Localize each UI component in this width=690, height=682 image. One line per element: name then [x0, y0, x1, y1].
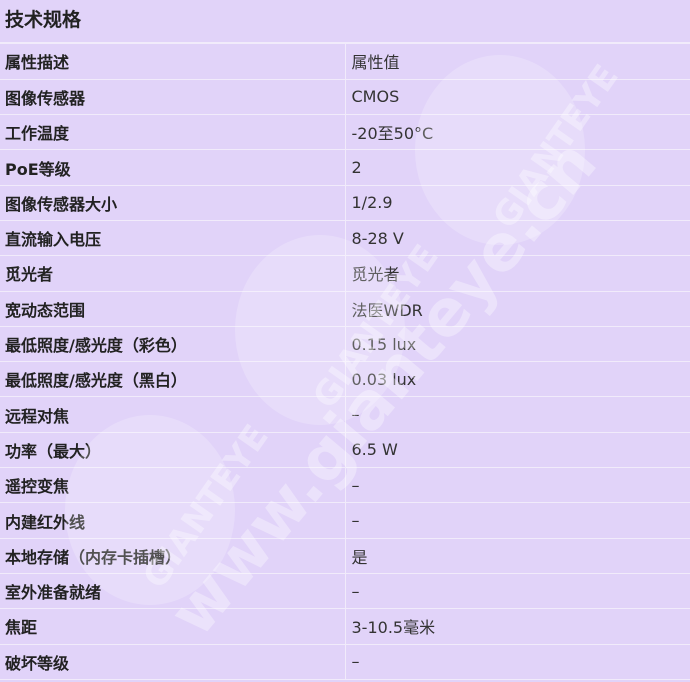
spec-label: 属性描述	[0, 44, 346, 80]
spec-value: 法医WDR	[345, 291, 690, 327]
spec-table: 属性描述 属性值 图像传感器 CMOS 工作温度 -20至50°C PoE等级 2 图像传感器大…	[0, 44, 690, 680]
spec-value: –	[345, 502, 690, 539]
spec-label: 功率（最大）	[0, 432, 346, 469]
spec-value: 6.5 W	[345, 432, 690, 469]
section-title: 技术规格	[0, 0, 690, 44]
table-row: PoE等级 2	[0, 149, 690, 186]
spec-value: 3-10.5毫米	[345, 608, 690, 645]
table-row: 属性描述 属性值	[0, 44, 690, 80]
spec-value: –	[345, 467, 690, 504]
spec-label: 焦距	[0, 608, 346, 645]
spec-value: 属性值	[345, 44, 690, 80]
spec-value: –	[345, 396, 690, 433]
spec-label: PoE等级	[0, 149, 346, 186]
table-row: 最低照度/感光度（黑白） 0.03 lux	[0, 361, 690, 398]
spec-label: 内建红外线	[0, 502, 346, 539]
spec-label: 直流输入电压	[0, 220, 346, 257]
spec-label: 宽动态范围	[0, 291, 346, 327]
spec-label: 远程对焦	[0, 396, 346, 433]
table-row: 宽动态范围 法医WDR	[0, 291, 690, 327]
table-row: 远程对焦 –	[0, 396, 690, 433]
table-row: 遥控变焦 –	[0, 467, 690, 504]
table-row: 本地存储（内存卡插槽）是	[0, 538, 690, 574]
table-row: 图像传感器 CMOS	[0, 79, 690, 116]
spec-value: 8-28 V	[345, 220, 690, 257]
spec-label: 图像传感器大小	[0, 185, 346, 221]
table-row: 焦距 3-10.5毫米	[0, 608, 690, 645]
spec-value: –	[345, 644, 690, 680]
spec-value: 0.15 lux	[345, 326, 690, 363]
table-row: 功率（最大） 6.5 W	[0, 432, 690, 469]
spec-value: 1/2.9	[345, 185, 690, 221]
table-row: 觅光者 觅光者	[0, 255, 690, 292]
table-row: 室外准备就绪 –	[0, 573, 690, 610]
spec-label: 最低照度/感光度（彩色）	[0, 326, 346, 363]
spec-value: –	[345, 573, 690, 610]
table-row: 图像传感器大小 1/2.9	[0, 185, 690, 221]
spec-label: 图像传感器	[0, 79, 346, 116]
spec-label: 工作温度	[0, 114, 346, 151]
table-row: 工作温度 -20至50°C	[0, 114, 690, 151]
spec-value: 是	[345, 538, 690, 574]
spec-label: 最低照度/感光度（黑白）	[0, 361, 346, 398]
spec-value: CMOS	[345, 79, 690, 116]
spec-value: 2	[345, 149, 690, 186]
spec-value: -20至50°C	[345, 114, 690, 151]
spec-label: 觅光者	[0, 255, 346, 292]
table-row: 内建红外线 –	[0, 502, 690, 539]
table-row: 直流输入电压 8-28 V	[0, 220, 690, 257]
spec-label: 本地存储（内存卡插槽）	[0, 538, 346, 574]
spec-value: 觅光者	[345, 255, 690, 292]
spec-label: 破坏等级	[0, 644, 346, 680]
spec-label: 室外准备就绪	[0, 573, 346, 610]
spec-value: 0.03 lux	[345, 361, 690, 398]
spec-label: 遥控变焦	[0, 467, 346, 504]
table-row: 破坏等级 –	[0, 644, 690, 680]
table-row: 最低照度/感光度（彩色） 0.15 lux	[0, 326, 690, 363]
